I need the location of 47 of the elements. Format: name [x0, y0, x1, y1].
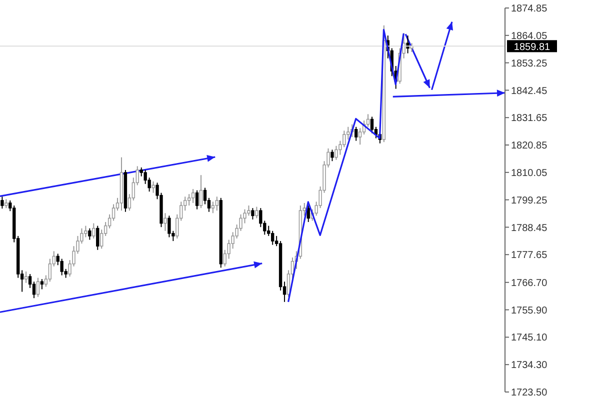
candlestick	[358, 128, 362, 146]
candlestick	[36, 277, 40, 298]
candlestick	[215, 196, 219, 212]
candlestick	[191, 188, 195, 204]
y-tick-label: 1788.45	[511, 222, 548, 234]
candlestick	[168, 215, 171, 238]
candlestick	[40, 278, 44, 290]
candlestick	[84, 225, 88, 238]
candlestick	[187, 194, 191, 206]
y-tick-label: 1842.45	[511, 86, 548, 97]
y-tick-label: 1799.25	[511, 195, 548, 206]
candlestick	[24, 270, 28, 284]
y-tick-label: 1777.65	[511, 250, 548, 262]
ref-line-label: 1859.81	[514, 42, 551, 54]
candlestick	[251, 208, 254, 220]
candlestick	[48, 258, 52, 282]
y-tick-label: 1766.70	[511, 278, 548, 289]
candlestick	[100, 229, 104, 250]
candlestick	[330, 149, 334, 162]
candlestick	[96, 225, 100, 250]
y-tick-label: 1853.25	[511, 58, 548, 70]
candlestick	[199, 174, 203, 209]
y-tick-label: 1723.50	[511, 388, 548, 399]
candlestick	[92, 222, 96, 239]
candlestick	[334, 145, 338, 160]
y-tick-label: 1874.85	[511, 4, 548, 15]
candlestick	[270, 230, 274, 246]
y-tick-label: 1831.65	[511, 113, 548, 124]
candlestick	[203, 187, 207, 205]
candlestick	[0, 196, 4, 210]
candlestick	[255, 206, 258, 219]
candlestick	[342, 130, 346, 148]
candlestick	[88, 228, 92, 240]
candlestick	[354, 126, 358, 142]
y-tick-label: 1820.85	[511, 140, 548, 152]
candlestick	[152, 180, 155, 194]
y-tick-label: 1864.05	[511, 30, 548, 42]
candlestick	[211, 201, 215, 214]
candlestick	[164, 212, 167, 232]
candlestick	[370, 116, 374, 134]
candlestick	[195, 190, 199, 210]
y-tick-label: 1734.30	[511, 360, 548, 372]
candlestick	[406, 35, 410, 54]
y-tick-label: 1745.10	[511, 332, 548, 344]
y-tick-label: 1755.90	[511, 305, 548, 316]
y-tick-label: 1810.05	[511, 168, 548, 179]
candlestick	[144, 170, 147, 184]
